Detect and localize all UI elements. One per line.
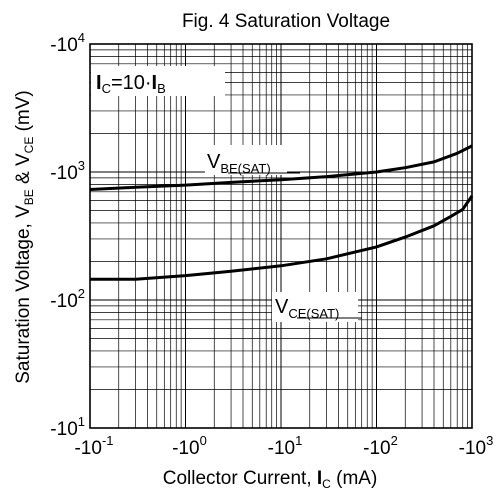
vce-label-bg — [272, 292, 358, 322]
y-tick-label: -102 — [50, 286, 85, 312]
vce-sat-label: VCE(SAT) — [275, 296, 339, 321]
y-tick-label: -103 — [50, 158, 85, 184]
y-tick-label: -101 — [50, 414, 85, 440]
series-lines — [89, 144, 474, 281]
x-tick-labels: -10-1 -100 -101 -102 -103 — [74, 433, 493, 459]
condition-box — [91, 66, 225, 96]
x-tick-label: -10-1 — [74, 433, 113, 459]
y-tick-label: -104 — [50, 30, 85, 56]
series-line-vce-sat — [90, 195, 474, 281]
x-axis-label: Collector Current, IC (mA) — [163, 468, 378, 491]
x-tick-label: -101 — [268, 433, 303, 459]
x-tick-label: -100 — [172, 433, 207, 459]
y-axis-label: Saturation Voltage, VBE & VCE (mV) — [13, 90, 36, 384]
plot-frame — [89, 43, 473, 429]
vbe-sat-label: VBE(SAT) — [207, 151, 271, 176]
condition-label: IC=10·IB — [96, 72, 166, 96]
x-tick-label: -102 — [363, 433, 398, 459]
chart-title: Fig. 4 Saturation Voltage — [182, 11, 390, 32]
x-tick-label: -103 — [459, 433, 494, 459]
vbe-label-bg — [205, 145, 287, 175]
plot-grid — [89, 43, 473, 429]
y-tick-labels: -101 -102 -103 -104 — [50, 30, 85, 440]
series-line-vbe-sat — [89, 144, 473, 191]
